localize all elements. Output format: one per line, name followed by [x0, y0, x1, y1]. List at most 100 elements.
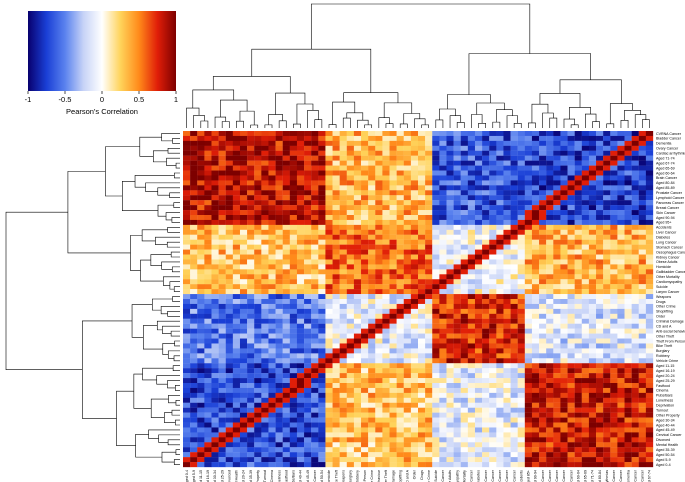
heatmap-cell	[353, 442, 362, 448]
heatmap-cell	[474, 239, 483, 245]
heatmap-cell	[453, 392, 461, 398]
heatmap-cell	[624, 289, 632, 295]
heatmap-cell	[332, 200, 340, 206]
heatmap-cell	[268, 442, 276, 448]
heatmap-cell	[489, 323, 497, 329]
heatmap-cell	[596, 284, 604, 290]
heatmap-cell	[524, 417, 533, 423]
heatmap-cell	[225, 407, 233, 413]
heatmap-cell	[553, 160, 561, 166]
heatmap-cell	[232, 323, 241, 329]
heatmap-cell	[396, 190, 404, 196]
heatmap-cell	[460, 437, 468, 443]
heatmap-cell	[517, 308, 525, 314]
heatmap-cell	[218, 407, 226, 413]
heatmap-cell	[489, 239, 497, 245]
heatmap-cell	[489, 190, 497, 196]
heatmap-cell	[261, 274, 269, 280]
heatmap-cell	[425, 338, 433, 344]
heatmap-cell	[375, 269, 383, 275]
heatmap-cell	[332, 254, 340, 260]
heatmap-cell	[524, 392, 533, 398]
heatmap-cell	[467, 239, 476, 245]
heatmap-cell	[645, 195, 654, 201]
heatmap-cell	[496, 422, 504, 428]
heatmap-cell	[197, 353, 205, 359]
heatmap-cell	[261, 299, 269, 305]
heatmap-cell	[645, 452, 654, 458]
row-dendrogram	[5, 133, 180, 465]
heatmap-cell	[190, 387, 198, 394]
heatmap-cell	[603, 140, 611, 146]
heatmap-cell	[318, 303, 326, 310]
heatmap-cell	[418, 180, 426, 186]
heatmap-cell	[503, 299, 511, 305]
heatmap-cell	[474, 259, 483, 265]
heatmap-cell	[183, 210, 191, 216]
heatmap-cell	[439, 348, 447, 354]
heatmap-cell	[567, 219, 575, 226]
heatmap-cell	[460, 323, 468, 329]
heatmap-cell	[197, 264, 205, 270]
heatmap-cell	[197, 205, 205, 211]
heatmap-cell	[275, 244, 283, 250]
heatmap-cell	[645, 417, 654, 423]
heatmap-cell	[567, 447, 575, 453]
heatmap-cell	[588, 427, 597, 433]
heatmap-cell	[225, 170, 233, 176]
heatmap-cell	[339, 358, 347, 364]
heatmap-cell	[296, 363, 305, 369]
heatmap-cell	[218, 210, 226, 216]
heatmap-cell	[318, 269, 326, 275]
heatmap-cell	[232, 417, 241, 423]
heatmap-cell	[225, 165, 233, 171]
heatmap-cell	[410, 244, 419, 250]
heatmap-cell	[183, 313, 191, 319]
heatmap-cell	[560, 205, 568, 211]
heatmap-cell	[190, 333, 198, 339]
heatmap-cell	[524, 269, 533, 275]
heatmap-cell	[218, 338, 226, 344]
heatmap-cell	[560, 224, 568, 230]
heatmap-cell	[439, 224, 447, 230]
heatmap-cell	[232, 392, 241, 398]
heatmap-cell	[382, 452, 390, 458]
heatmap-cell	[588, 412, 597, 418]
heatmap-cell	[617, 383, 625, 389]
heatmap-cell	[517, 427, 525, 433]
heatmap-cell	[624, 437, 632, 443]
heatmap-cell	[239, 170, 248, 176]
heatmap-cell	[254, 442, 262, 448]
heatmap-cell	[453, 294, 461, 300]
heatmap-cell	[588, 432, 597, 438]
heatmap-cell	[289, 412, 298, 418]
heatmap-cell	[418, 215, 426, 221]
heatmap-cell	[197, 274, 205, 280]
heatmap-cell	[239, 219, 248, 226]
heatmap-cell	[368, 397, 376, 403]
heatmap-cell	[588, 135, 597, 142]
row-label: Dementia	[656, 142, 671, 146]
heatmap-cell	[247, 205, 255, 211]
column-label: Aged 90-94	[534, 470, 538, 482]
heatmap-cell	[439, 368, 447, 374]
heatmap-cell	[517, 155, 525, 161]
heatmap-cell	[332, 378, 340, 384]
heatmap-cell	[311, 427, 319, 433]
heatmap-cell	[318, 185, 326, 191]
heatmap-cell	[546, 323, 554, 329]
heatmap-cell	[574, 294, 582, 300]
heatmap-cell	[425, 254, 433, 260]
heatmap-cell	[645, 303, 654, 310]
heatmap-cell	[531, 205, 540, 211]
heatmap-cell	[296, 131, 305, 137]
heatmap-cell	[225, 185, 233, 191]
heatmap-cell	[311, 452, 319, 458]
heatmap-cell	[610, 155, 618, 161]
heatmap-cell	[581, 294, 590, 300]
heatmap-cell	[453, 412, 461, 418]
heatmap-cell	[382, 422, 390, 428]
heatmap-cell	[482, 200, 490, 206]
heatmap-cell	[418, 244, 426, 250]
heatmap-cell	[346, 422, 355, 428]
